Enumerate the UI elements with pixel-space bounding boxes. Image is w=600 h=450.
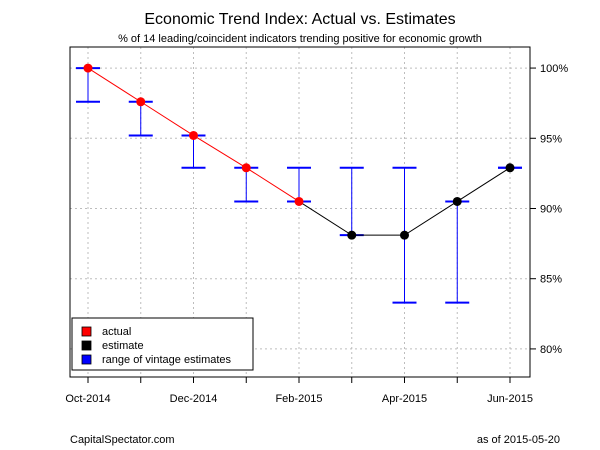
data-point-estimate xyxy=(505,163,515,173)
plot-frame xyxy=(69,46,531,378)
chart-subtitle: % of 14 leading/coincident indicators tr… xyxy=(118,33,482,45)
data-point-estimate xyxy=(452,196,462,206)
data-point-actual xyxy=(83,63,93,73)
x-tick-label: Dec-2014 xyxy=(170,393,218,405)
data-point-actual xyxy=(189,130,198,140)
legend-swatch-range xyxy=(81,354,92,365)
legend-label-estimate: estimate xyxy=(102,340,144,352)
x-tick-label: Apr-2015 xyxy=(382,393,427,405)
footer-date: as of 2015-05-20 xyxy=(477,434,560,446)
x-tick-label: Feb-2015 xyxy=(275,393,322,405)
x-tick-label: Jun-2015 xyxy=(487,393,533,405)
data-point-actual xyxy=(241,163,251,173)
y-tick-label: 85% xyxy=(540,274,562,286)
legend-box xyxy=(71,317,254,371)
y-tick-label: 100% xyxy=(540,63,568,75)
legend-swatch-actual xyxy=(81,326,92,337)
data-point-actual xyxy=(136,97,146,107)
y-axis: 80% 85% 90% 95% 100% xyxy=(530,63,568,356)
y-tick-label: 80% xyxy=(540,344,562,356)
data-point-estimate xyxy=(347,230,357,240)
point-series xyxy=(83,63,515,240)
legend-label-range: range of vintage estimates xyxy=(102,354,232,366)
x-tick-label: Oct-2014 xyxy=(65,393,110,405)
y-tick-label: 95% xyxy=(540,133,562,145)
data-point-estimate xyxy=(400,230,409,240)
legend-swatch-estimate xyxy=(81,340,92,351)
y-tick-label: 90% xyxy=(540,203,562,215)
legend-label-actual: actual xyxy=(102,326,131,338)
footer-source: CapitalSpectator.com xyxy=(70,434,175,446)
chart-title: Economic Trend Index: Actual vs. Estimat… xyxy=(144,11,455,28)
legend: actual estimate range of vintage estimat… xyxy=(71,317,254,371)
x-axis: Oct-2014 Dec-2014 Feb-2015 Apr-2015 Jun-2015 xyxy=(65,377,533,405)
range-series xyxy=(76,67,522,304)
data-point-actual xyxy=(294,196,304,206)
